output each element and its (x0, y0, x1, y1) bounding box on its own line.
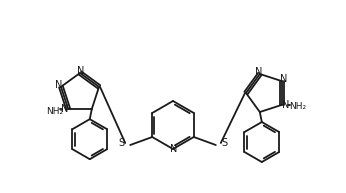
Text: N: N (77, 66, 85, 76)
Text: N: N (282, 100, 290, 110)
Text: NH₂: NH₂ (290, 102, 307, 111)
Text: NH₂: NH₂ (46, 107, 63, 116)
Text: S: S (222, 138, 228, 148)
Text: N: N (170, 144, 178, 154)
Text: N: N (281, 74, 288, 84)
Text: S: S (118, 138, 124, 148)
Text: N: N (55, 80, 63, 90)
Text: N: N (61, 104, 68, 114)
Text: N: N (255, 67, 263, 77)
